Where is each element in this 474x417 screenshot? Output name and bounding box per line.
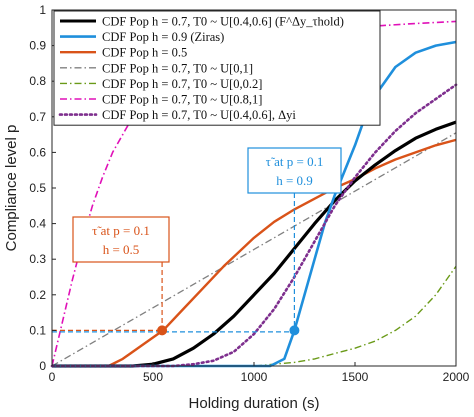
y-tick-label: 0.4: [29, 217, 46, 231]
x-tick-label: 1000: [241, 370, 268, 384]
x-tick-label: 1500: [342, 370, 369, 384]
legend: CDF Pop h = 0.7, T0 ~ U[0.4,0.6] (F^Δy_τ…: [53, 10, 381, 126]
y-tick-label: 0.6: [29, 145, 46, 159]
y-tick-label: 0: [39, 359, 46, 373]
legend-box: [53, 10, 381, 126]
series-line-3: [51, 132, 457, 367]
series-line-1: [52, 40, 457, 368]
annotation-box-1: τ̃ at p = 0.1 h = 0.9: [247, 147, 342, 194]
legend-label-5: CDF Pop h = 0.7, T0 ~ U[0.8,1]: [102, 93, 262, 107]
annotation-line2: h = 0.9: [276, 173, 313, 188]
series-line-2: [52, 138, 457, 368]
annotation-line1: τ̃ at p = 0.1: [92, 223, 150, 238]
x-axis: 0 500 1000 1500 2000: [49, 362, 470, 384]
x-tick-label: 2000: [443, 370, 470, 384]
legend-label-2: CDF Pop h = 0.5: [102, 46, 187, 60]
y-tick-label: 0.1: [29, 323, 46, 337]
annotation-guides: [52, 193, 300, 336]
series-line-0: [52, 120, 457, 368]
marker-h05: [157, 325, 168, 336]
y-tick-label: 0.8: [29, 74, 46, 88]
y-tick-label: 0.9: [29, 39, 46, 53]
marker-h09: [289, 325, 300, 336]
y-tick-label: 1: [39, 3, 46, 17]
series-line-6: [50, 83, 458, 368]
annotation-line2: h = 0.5: [103, 242, 140, 257]
y-tick-label: 0.2: [29, 288, 46, 302]
legend-label-3: CDF Pop h = 0.7, T0 ~ U[0,1]: [102, 61, 253, 75]
x-tick-label: 0: [49, 370, 56, 384]
annotation-box-0: τ̃ at p = 0.1 h = 0.5: [72, 216, 170, 263]
annotations: τ̃ at p = 0.1 h = 0.5 τ̃ at p = 0.1 h = 0.9: [72, 147, 342, 263]
y-tick-label: 0.7: [29, 110, 46, 124]
x-tick-label: 500: [143, 370, 163, 384]
legend-label-1: CDF Pop h = 0.9 (Ziras): [102, 30, 224, 44]
y-tick-label: 0.5: [29, 181, 46, 195]
legend-label-0: CDF Pop h = 0.7, T0 ~ U[0.4,0.6] (F^Δy_τ…: [102, 15, 344, 29]
y-tick-label: 0.3: [29, 252, 46, 266]
annotation-line1: τ̃ at p = 0.1: [266, 154, 324, 169]
x-axis-label: Holding duration (s): [189, 395, 320, 412]
legend-label-6: CDF Pop h = 0.7, T0 ~ U[0.4,0.6], Δyi: [102, 108, 296, 122]
y-axis: 0 0.1 0.2 0.3 0.4 0.5 0.6 0.7 0.8 0.9 1: [29, 3, 56, 373]
legend-label-4: CDF Pop h = 0.7, T0 ~ U[0,0.2]: [102, 77, 262, 91]
y-axis-label: Compliance level p: [3, 125, 20, 252]
